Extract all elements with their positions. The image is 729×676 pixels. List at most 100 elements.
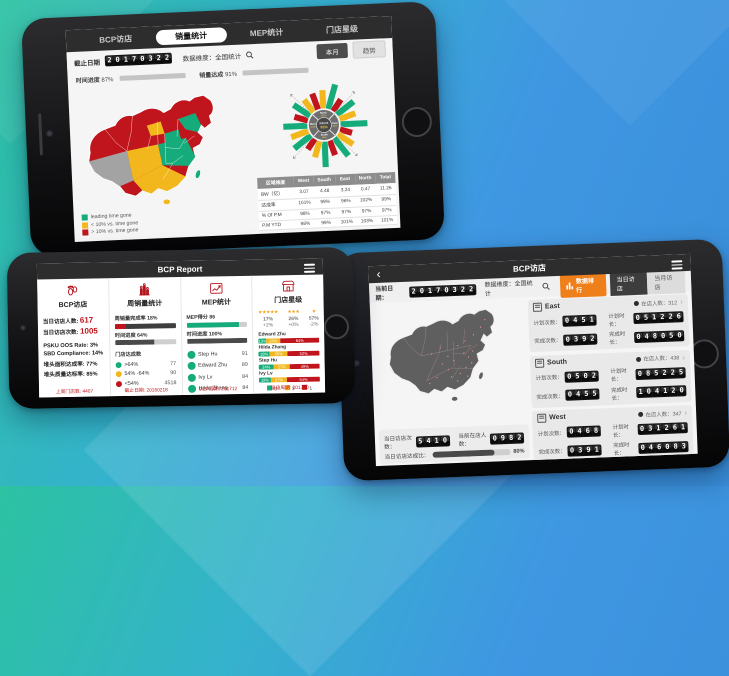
search-icon[interactable] <box>246 51 254 59</box>
star-group-1: ★57%-2% <box>309 309 319 328</box>
item-value: 90 <box>170 370 176 376</box>
digit: 2 <box>590 371 598 380</box>
menu-icon[interactable] <box>304 264 315 273</box>
field-label: 完成次数： <box>538 447 565 456</box>
column-store-rating: 门店星级 ★★★★★17%+2% ★★★26%+0% ★57%-2% Edwar… <box>252 275 325 394</box>
digit: 6 <box>655 443 663 452</box>
building-icon <box>535 358 544 367</box>
table-cell: 102% <box>356 195 377 207</box>
ratio-bar <box>432 449 510 458</box>
china-map-gray[interactable] <box>374 300 528 424</box>
tab-month-visits[interactable]: 当月访店 <box>647 269 686 294</box>
digit: 0 <box>582 371 590 380</box>
table-cell: 99% <box>376 194 396 206</box>
column-footer: MEP周期: 201712 <box>183 385 254 393</box>
dimension-label: 数据维度：全国统计 <box>484 278 538 298</box>
legend-label: leading time gone <box>91 213 132 221</box>
back-icon[interactable]: ‹ <box>376 267 381 281</box>
trend-button[interactable]: 趋势 <box>352 40 386 58</box>
avatar <box>187 350 195 358</box>
home-button[interactable] <box>324 314 349 339</box>
digit: 6 <box>584 427 592 436</box>
table-cell: 11.26 <box>376 183 396 195</box>
digit: 0 <box>566 390 574 399</box>
chevron-right-icon[interactable]: › <box>680 297 683 306</box>
tab-bcp-visits[interactable]: BCP访店 <box>80 30 152 48</box>
camera-icon <box>46 130 53 137</box>
person-name: Ivy Lv <box>198 374 212 380</box>
menu-icon[interactable] <box>671 260 682 269</box>
column-weekly-sales: 周销量统计 周销量完成率 18% 时间进度 64% 门店达成数 >64%77 5… <box>109 277 183 396</box>
bar-segment: 54% <box>287 376 320 382</box>
tab-store-rating[interactable]: 门店星级 <box>306 20 378 38</box>
tab-sales-stats[interactable]: 销量统计 <box>155 27 227 45</box>
table-cell: 3.24 <box>335 185 355 197</box>
digit: 5 <box>668 331 676 340</box>
month-button[interactable]: 本月 <box>316 43 348 59</box>
bar-segment: 24% <box>259 364 274 370</box>
region-name: West <box>549 414 566 422</box>
column-footer: 星级周期: 201710 <box>254 383 325 391</box>
report-columns: BCP访店 当日访店人数: 617 当日访店次数: 1005 PSKU OOS … <box>37 275 325 398</box>
star-icons: ★★★★★ <box>258 309 278 315</box>
chevron-right-icon[interactable]: › <box>684 408 687 417</box>
column-title: BCP访店 <box>42 299 103 310</box>
china-map-colored[interactable]: leading time gone < 10% vs. time gone > … <box>68 80 257 242</box>
star-distribution-bar: 13%23%64% <box>258 337 319 344</box>
table-cell: 103% <box>357 216 378 226</box>
bar-segment: 64% <box>280 337 319 343</box>
rank-button-label: 数据排行 <box>576 275 600 294</box>
people-label: 在店人数：258 <box>648 464 684 466</box>
digit: 1 <box>655 424 663 433</box>
digit: 2 <box>667 313 675 322</box>
chevron-right-icon[interactable]: › <box>686 464 689 467</box>
star-icons: ★ <box>309 309 319 315</box>
digit: 1 <box>593 445 601 454</box>
list-title: 门店达成数 <box>115 350 176 358</box>
tab-mep-stats[interactable]: MEP统计 <box>231 23 303 41</box>
field-label: 完成次数： <box>534 336 561 345</box>
digit: 1 <box>679 423 687 432</box>
home-button[interactable] <box>401 106 432 137</box>
digit: 1 <box>650 313 658 322</box>
tab-today-visits[interactable]: 当日访店 <box>609 271 648 296</box>
radial-bar <box>283 123 308 131</box>
field-label: 完成时长： <box>609 329 632 346</box>
digit: 0 <box>443 286 451 295</box>
legend-swatch-red <box>82 229 88 235</box>
region-card-north[interactable]: North在店人数：258›计划次数：0273计划时长：025221完成次数：0… <box>534 460 696 466</box>
digit: 1 <box>433 436 441 445</box>
chevron-right-icon[interactable]: › <box>682 353 685 362</box>
star-delta: +0% <box>288 322 300 328</box>
digit: 6 <box>671 423 679 432</box>
bar-label: MEP得分 86 <box>186 313 247 321</box>
digit: 2 <box>410 287 418 296</box>
stat-label: SBD Compliance: <box>43 351 90 358</box>
data-rank-button[interactable]: 数据排行 <box>560 272 607 298</box>
digit: 2 <box>659 313 667 322</box>
item-label: 54% -64% <box>124 371 149 377</box>
search-icon[interactable] <box>542 282 550 290</box>
radial-achievement-chart[interactable]: North 102% East 96% South 99% West 101% … <box>252 74 396 176</box>
digit: 2 <box>669 368 677 377</box>
mep-score-fill <box>186 321 238 327</box>
people-dot-icon <box>638 412 643 417</box>
digit: 2 <box>163 54 171 63</box>
star-summary: ★★★★★17%+2% ★★★26%+0% ★57%-2% <box>258 309 319 329</box>
digit: 0 <box>491 434 499 443</box>
